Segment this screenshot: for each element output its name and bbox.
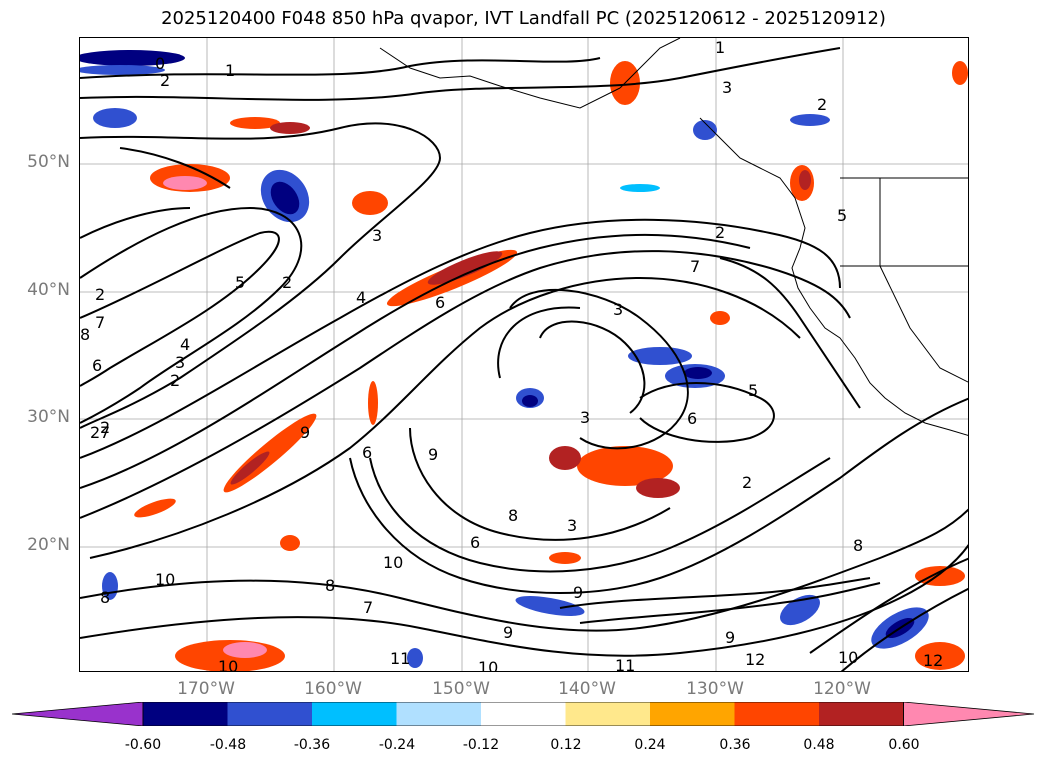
contour-label: 10: [383, 553, 403, 572]
colorbar-tick: -0.48: [209, 737, 247, 753]
contour-label: 3: [567, 516, 577, 535]
colorbar-cell: [734, 702, 820, 726]
contour-label: 6: [362, 443, 372, 462]
colorbar: [12, 702, 1035, 726]
contour-label: 9: [300, 423, 310, 442]
map-panel: 0 2 1 1 3 2 3 2 5 7 2 6 7 4 5 2 8 6 3 2 …: [79, 37, 969, 672]
contour-label: 2: [817, 95, 827, 114]
colorbar-outline: [142, 702, 904, 726]
contour-labels: 0 2 1 1 3 2 3 2 5 7 2 6 7 4 5 2 8 6 3 2 …: [80, 38, 943, 672]
contour-label: 2: [95, 285, 105, 304]
contour-label: 10: [155, 570, 175, 589]
lon-label-150w: 150°W: [432, 679, 490, 699]
contour-label: 0: [155, 54, 165, 73]
contour-label: 9: [573, 583, 583, 602]
colorbar-cell: [227, 702, 313, 726]
contour-label: 3: [722, 78, 732, 97]
contour-label: 12: [923, 651, 943, 670]
contour-label: 1: [715, 38, 725, 57]
contour-label: 10: [478, 658, 498, 672]
contour-label: 8: [508, 506, 518, 525]
contour-label: 4: [356, 288, 366, 307]
colorbar-cell: [819, 702, 904, 726]
contour-label: 11: [390, 649, 410, 668]
contour-label: 5: [837, 206, 847, 225]
contour-label: 2: [282, 273, 292, 292]
contour-label: 2: [90, 423, 100, 442]
contour-label: 8: [853, 536, 863, 555]
contour-label: 6: [470, 533, 480, 552]
contour-label: 4: [180, 335, 190, 354]
contour-label: 8: [325, 576, 335, 595]
contour-label: 2: [160, 71, 170, 90]
lon-label-130w: 130°W: [686, 679, 744, 699]
contour-label: 3: [372, 226, 382, 245]
contour-label: 9: [428, 445, 438, 464]
colorbar-tick: 0.60: [888, 737, 920, 753]
contour-label: 7: [690, 257, 700, 276]
map-canvas: 0 2 1 1 3 2 3 2 5 7 2 6 7 4 5 2 8 6 3 2 …: [80, 38, 968, 672]
contour-label: 2: [170, 371, 180, 390]
contour-label: 9: [503, 623, 513, 642]
colorbar-cell: [481, 702, 566, 726]
contour-label: 8: [100, 588, 110, 607]
lat-label-30n: 30°N: [27, 407, 70, 427]
contour-label: 8: [80, 325, 90, 344]
lon-label-120w: 120°W: [813, 679, 871, 699]
contour-label: 6: [92, 356, 102, 375]
lon-label-140w: 140°W: [558, 679, 616, 699]
lat-label-20n: 20°N: [27, 535, 70, 555]
contour-label: 6: [687, 409, 697, 428]
colorbar-tick: -0.12: [462, 737, 500, 753]
contour-label: 3: [613, 300, 623, 319]
contour-label: 2: [742, 473, 752, 492]
lon-label-160w: 160°W: [304, 679, 362, 699]
colorbar-extension-high: [903, 702, 1035, 726]
colorbar-tick: 0.48: [803, 737, 835, 753]
lon-label-170w: 170°W: [177, 679, 235, 699]
contour-label: 7: [95, 313, 105, 332]
lat-label-50n: 50°N: [27, 152, 70, 172]
gridlines: [80, 38, 968, 671]
colorbar-cell: [650, 702, 735, 726]
map-title: 2025120400 F048 850 hPa qvapor, IVT Land…: [161, 8, 886, 29]
contour-label: 9: [725, 628, 735, 647]
contour-label: 6: [435, 293, 445, 312]
contour-label: 2: [715, 223, 725, 242]
contour-label: 1: [225, 61, 235, 80]
colorbar-tick: -0.60: [124, 737, 162, 753]
contour-label: 7: [363, 598, 373, 617]
contour-label: 12: [745, 650, 765, 669]
contour-label: 7: [100, 423, 110, 442]
contour-label: 10: [218, 657, 238, 672]
contour-label: 5: [235, 273, 245, 292]
colorbar-tick: 0.24: [634, 737, 666, 753]
colorbar-tick: 0.12: [550, 737, 582, 753]
colorbar-cell: [312, 702, 397, 726]
contour-label: 3: [175, 353, 185, 372]
colorbar-tick: 0.36: [719, 737, 751, 753]
coastline: [379, 38, 968, 436]
lat-label-40n: 40°N: [27, 280, 70, 300]
contour-label: 10: [838, 648, 858, 667]
contour-label: 11: [615, 656, 635, 672]
colorbar-cell: [143, 702, 228, 726]
contour-label: 5: [748, 381, 758, 400]
ivt-contours: [80, 47, 968, 671]
colorbar-extension-low: [12, 702, 144, 726]
colorbar-tick: -0.24: [378, 737, 416, 753]
colorbar-cell: [396, 702, 482, 726]
qvapor-shading: [80, 50, 968, 671]
colorbar-cell: [565, 702, 651, 726]
contour-label: 2: [100, 418, 110, 437]
colorbar-tick: -0.36: [293, 737, 331, 753]
contour-label: 3: [580, 408, 590, 427]
